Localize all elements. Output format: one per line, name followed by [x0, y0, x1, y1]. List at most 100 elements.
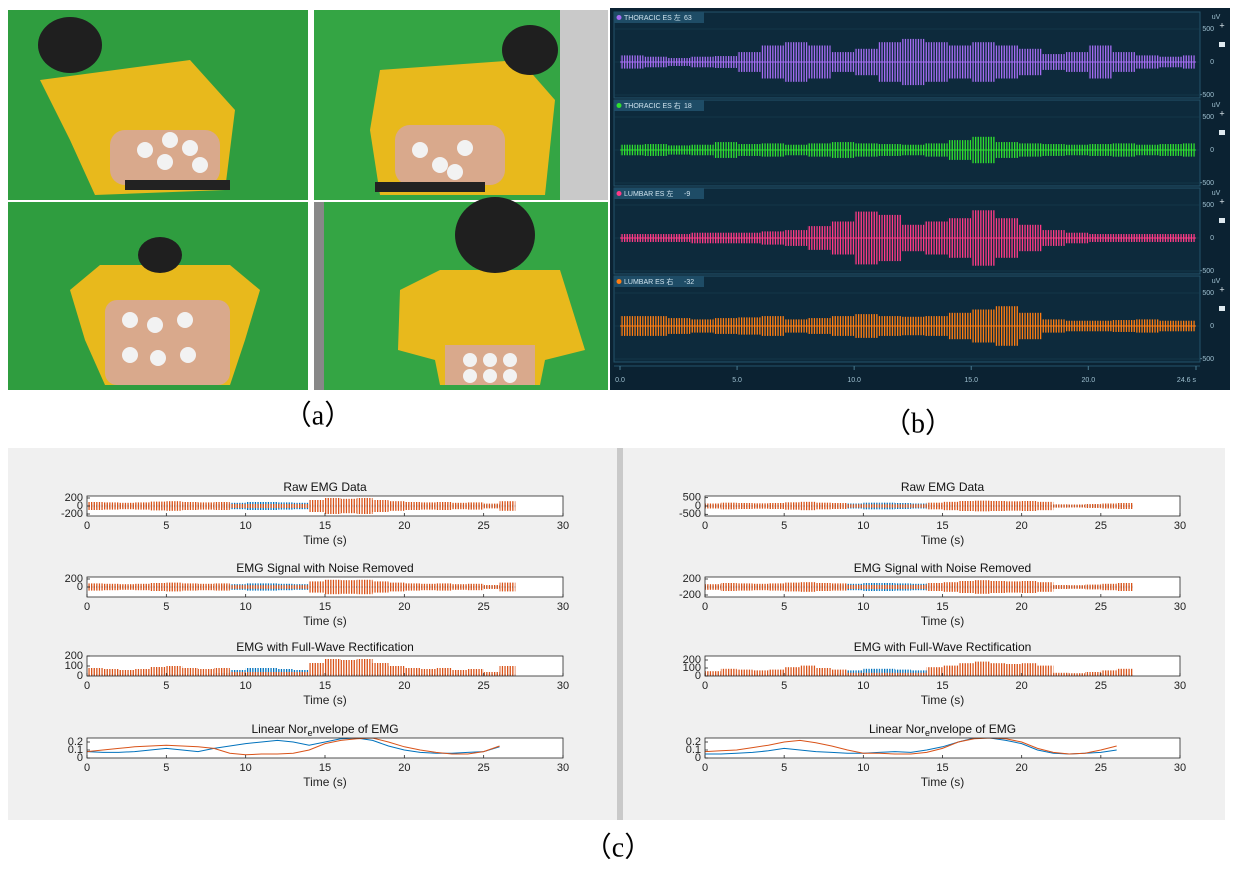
rectified-band [705, 671, 721, 676]
x-tick-label: 25 [1095, 520, 1107, 532]
signal-band [1101, 584, 1117, 590]
signal-band [135, 502, 151, 509]
x-tick-label: 15 [936, 601, 948, 613]
signal-band [1085, 504, 1101, 508]
x-tick-label: 10 [857, 680, 869, 692]
rectified-band [958, 663, 974, 676]
x-tick-label: 10 [240, 601, 252, 613]
signal-band [832, 503, 848, 509]
signal-band [404, 502, 420, 510]
x-tick-label: 0 [702, 762, 708, 774]
zoom-button: + [1219, 108, 1224, 118]
y-tick-label: 200 [683, 654, 701, 666]
rectified-band [87, 668, 103, 676]
signal-band [1053, 585, 1069, 589]
rectified-band [404, 668, 420, 676]
signal-band [420, 502, 436, 509]
signal-band [468, 584, 484, 590]
signal-band [452, 503, 468, 509]
x-axis-label: Time (s) [921, 614, 965, 628]
signal-band [800, 502, 816, 510]
signal-band [373, 581, 389, 592]
signal-band [721, 503, 737, 510]
signal-band [484, 504, 500, 509]
channel-dot [617, 15, 622, 20]
channel-name: THORACIC ES 左 [624, 13, 681, 22]
y-tick-label: -500 [1200, 92, 1214, 99]
x-tick-label: 25 [478, 680, 490, 692]
signal-band [262, 504, 278, 508]
photo [8, 10, 308, 200]
y-tick-label: 200 [65, 650, 83, 662]
x-axis-label: Time (s) [303, 775, 347, 789]
x-tick-label: 5.0 [732, 377, 742, 384]
x-tick-label: 30 [557, 762, 569, 774]
rectified-band [911, 673, 927, 676]
x-tick-label: 25 [478, 601, 490, 613]
signal-band [943, 582, 959, 592]
rectified-band [150, 667, 166, 676]
signal-band [103, 584, 119, 590]
subplot-title: Raw EMG Data [283, 480, 367, 494]
signal-band [737, 583, 753, 590]
rectified-band [832, 670, 848, 676]
x-tick-label: 10 [857, 601, 869, 613]
x-tick-label: 5 [781, 762, 787, 774]
y-tick-label: 200 [65, 573, 83, 585]
signal-band [1117, 583, 1133, 591]
rectified-band [800, 666, 816, 676]
signal-band [309, 581, 325, 592]
signal-band [1069, 585, 1085, 589]
signal-band [373, 500, 389, 512]
x-tick-label: 0 [84, 601, 90, 613]
x-axis-label: Time (s) [303, 533, 347, 547]
signal-band [119, 584, 135, 590]
signal-band [150, 502, 166, 511]
rectified-band [119, 670, 135, 676]
title-part: Raw EMG Data [283, 480, 367, 494]
rectified-band [1053, 673, 1069, 676]
signal-band [832, 583, 848, 590]
signal-band [753, 584, 769, 590]
signal-band [816, 583, 832, 591]
rectified-band [1117, 669, 1133, 676]
x-tick-label: 25 [478, 520, 490, 532]
rectified-band [784, 667, 800, 676]
signal-band [230, 585, 246, 589]
rectified-band [135, 669, 151, 676]
x-tick-label: 20 [1016, 762, 1028, 774]
signal-band [246, 585, 262, 589]
y-tick-label: 0 [1210, 59, 1214, 66]
signal-band [404, 583, 420, 590]
rectified-band [357, 659, 373, 676]
rectified-band [246, 672, 262, 676]
x-tick-label: 20 [398, 762, 410, 774]
signal-band [484, 585, 500, 589]
signal-band [309, 500, 325, 512]
rectified-band [974, 662, 990, 676]
signal-band [1006, 581, 1022, 592]
signal-band [721, 583, 737, 591]
signal-band [848, 585, 864, 589]
x-tick-label: 5 [163, 520, 169, 532]
rectified-band [484, 672, 500, 676]
menu-button [1219, 42, 1225, 47]
subplot-title: EMG Signal with Noise Removed [236, 561, 413, 575]
title-part: nvelope of EMG [930, 722, 1016, 736]
x-axis-label: Time (s) [303, 614, 347, 628]
y-tick-label: 200 [65, 492, 83, 504]
x-tick-label: 15 [319, 601, 331, 613]
signal-band [768, 503, 784, 509]
rectified-band [420, 669, 436, 676]
y-tick-label: -200 [679, 589, 701, 601]
signal-band [1085, 585, 1101, 590]
x-tick-label: 25 [1095, 601, 1107, 613]
signal-band [958, 501, 974, 511]
x-tick-label: 30 [557, 520, 569, 532]
x-tick-label: 0.0 [615, 377, 625, 384]
rectified-band [436, 668, 452, 676]
signal-band [911, 504, 927, 507]
rectified-band [927, 667, 943, 676]
rectified-band [262, 672, 278, 676]
x-tick-label: 30 [557, 680, 569, 692]
